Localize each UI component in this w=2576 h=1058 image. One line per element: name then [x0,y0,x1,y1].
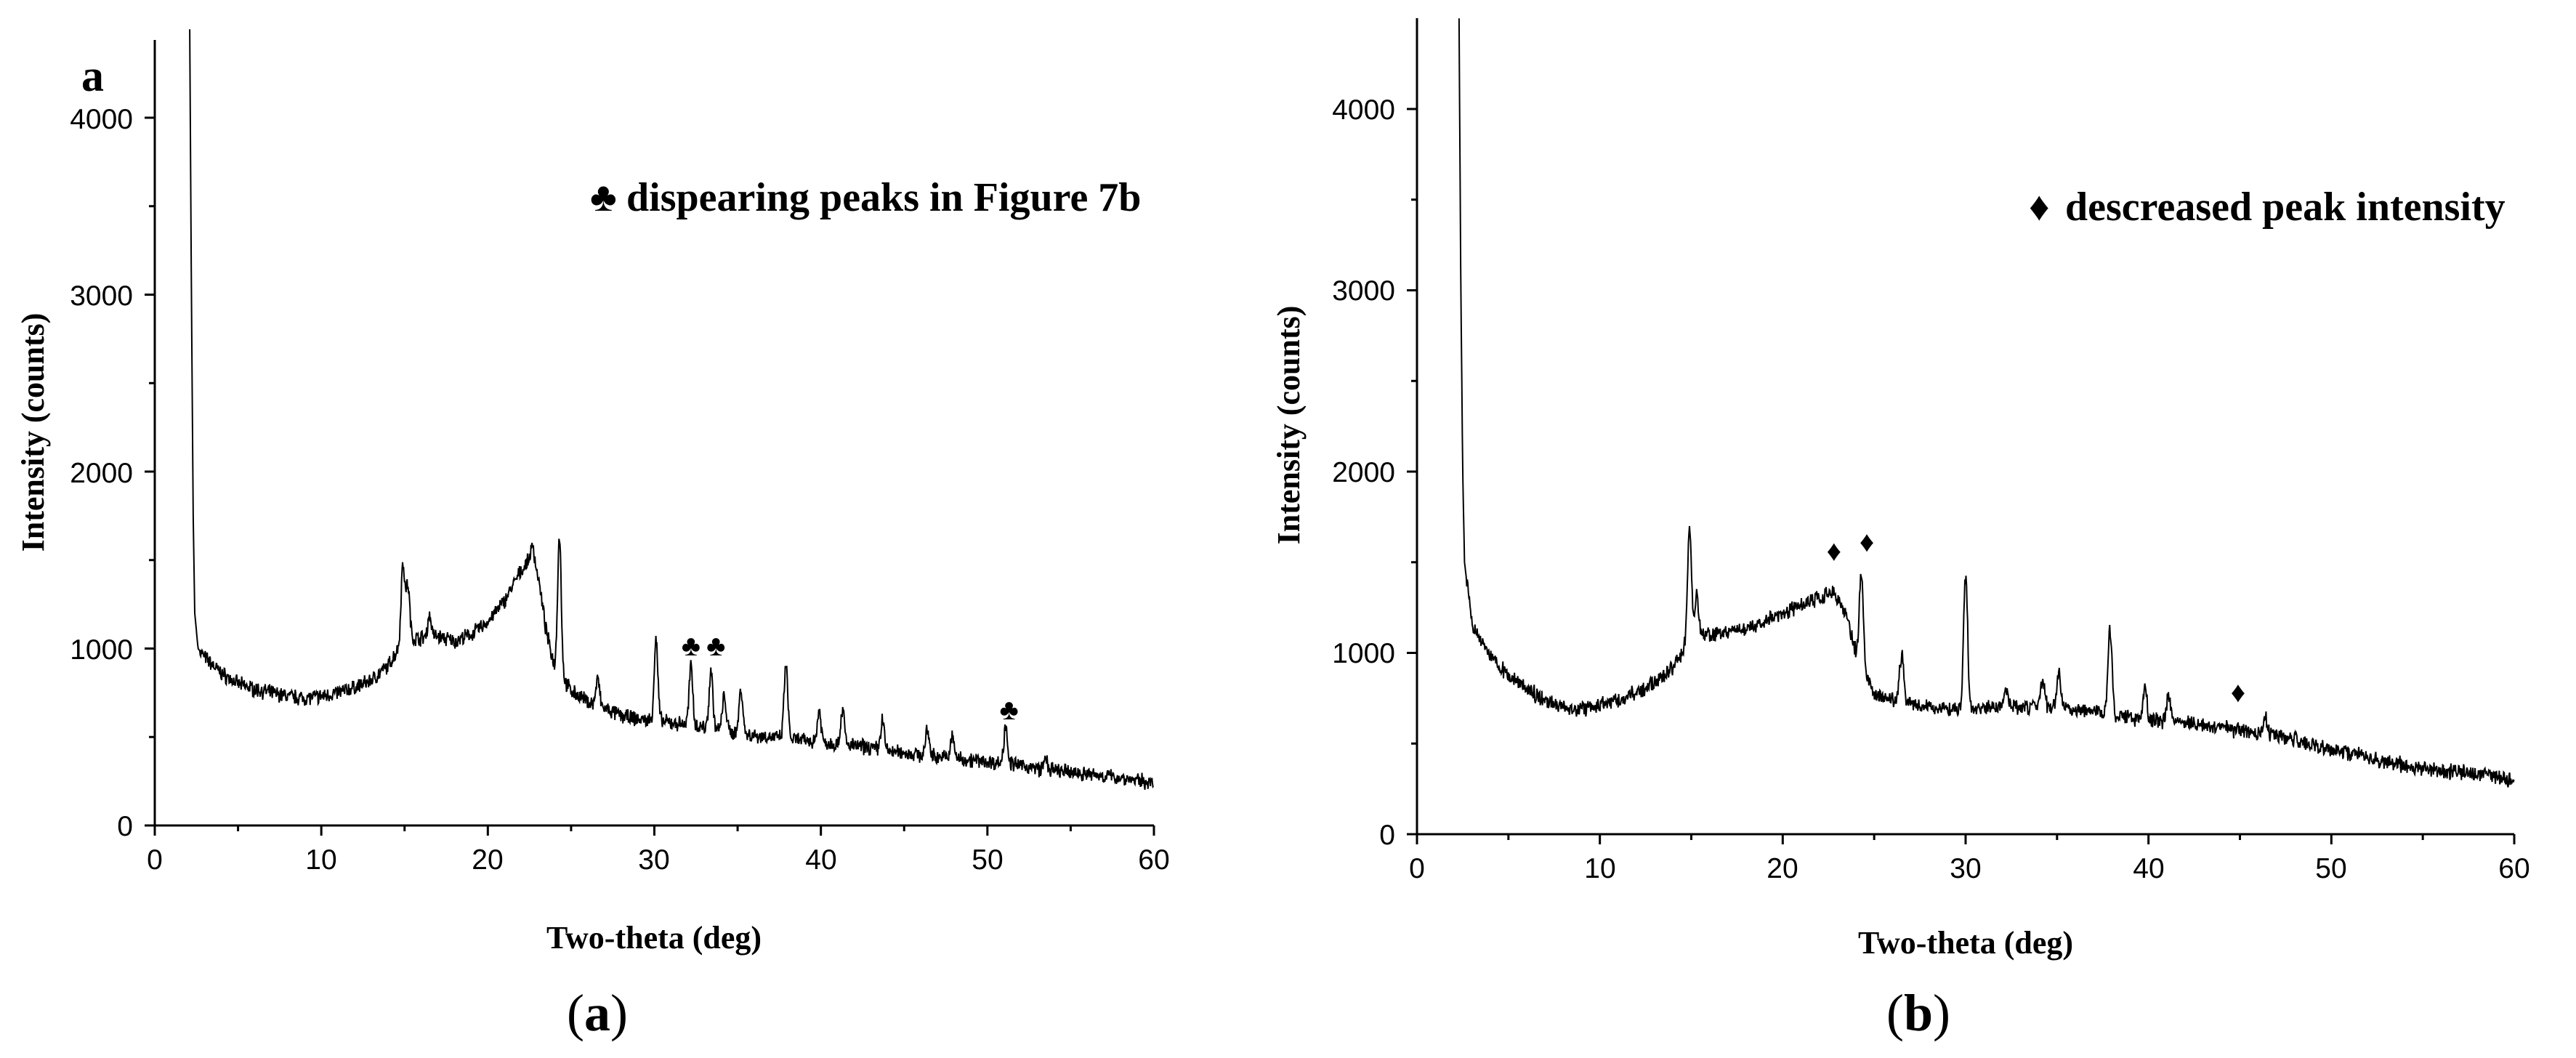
panel-a-x-tick-20: 20 [472,844,503,876]
panel-a-x-axis-title: Two-theta (deg) [546,920,762,956]
panel-a-x-tick-40: 40 [805,844,836,876]
panel-a-legend-text: dispearing peaks in Figure 7b [626,175,1141,220]
panel-a-x-tick-0: 0 [147,844,163,876]
panel-b-legend-text: descreased peak intensity [2065,185,2506,230]
panel-b-peak-marker: ♦ [2231,676,2245,708]
panel-a-peak-marker: ♣ [1000,693,1019,726]
panel-b-chart: ♦ ♦ ♦ 0 10 20 30 40 50 60 0 1000 2000 3000… [1271,18,2530,1042]
panel-b-x-tick-0: 0 [1409,853,1425,884]
panel-b-y-axis-title: Intensity (counts) [1271,306,1307,545]
panel-a-x-tick-30: 30 [638,844,669,876]
panel-a-y-axis-title: Intensity (counts) [15,313,51,552]
panel-b-peak-marker: ♦ [1860,525,1874,558]
panel-a-y-tick-0: 0 [117,811,133,842]
panel-a-chart: a ♣ ♣♣ 0 10 20 30 40 50 60 0 1000 2000 30… [15,29,1170,1042]
panel-b-markers: ♦ ♦ ♦ [1827,525,2246,708]
panel-b-y-tick-4000: 4000 [1332,94,1395,126]
panel-b-y-tick-2000: 2000 [1332,457,1395,488]
panel-b-y-tick-0: 0 [1379,820,1395,851]
panel-b-x-tick-60: 60 [2498,853,2529,884]
panel-b-caption: (b) [1886,984,1950,1042]
panel-b-peak-marker: ♦ [1827,534,1841,567]
panel-b-x-axis-title: Two-theta (deg) [1858,925,2073,961]
panel-a-letter: a [81,52,104,101]
panel-a-x-tick-10: 10 [305,844,336,876]
panel-a-legend: ♣ dispearing peaks in Figure 7b [590,175,1141,220]
panel-a-peak-marker: ♣ [706,629,725,662]
panel-b-x-tick-40: 40 [2133,853,2164,884]
panel-b-x-tick-30: 30 [1950,853,1981,884]
panel-b-x-ticks [1416,834,2516,844]
panel-a-x-ticks [153,825,1155,836]
panel-b-x-tick-50: 50 [2315,853,2346,884]
panel-a-data-line [189,29,1155,790]
panel-b-y-tick-3000: 3000 [1332,275,1395,307]
panel-b-x-tick-20: 20 [1767,853,1798,884]
panel-b-x-tick-10: 10 [1584,853,1615,884]
panel-a-x-tick-50: 50 [972,844,1003,876]
panel-a-legend-symbol: ♣ [590,175,617,220]
panel-a-caption: (a) [567,984,628,1042]
panel-b-plot-area: ♦ ♦ ♦ [1407,18,2516,844]
panel-a-plot-area: ♣ ♣♣ [145,29,1155,836]
panel-a-y-tick-2000: 2000 [70,458,133,489]
panel-a-y-ticks [145,116,155,827]
panel-a-y-tick-4000: 4000 [70,104,133,135]
panel-b-legend-symbol: ♦ [2029,185,2050,230]
panel-a-y-tick-1000: 1000 [70,634,133,666]
panel-a-peak-marker: ♣ [682,629,700,662]
panel-b-y-ticks [1407,108,1417,836]
panel-b-data-line [1458,18,2515,788]
panel-b-legend: ♦ descreased peak intensity [2029,185,2506,230]
panel-b-y-tick-1000: 1000 [1332,638,1395,669]
panel-a-y-tick-3000: 3000 [70,280,133,312]
panel-a-markers: ♣ ♣♣ [682,629,1019,726]
panel-a-x-tick-60: 60 [1138,844,1169,876]
